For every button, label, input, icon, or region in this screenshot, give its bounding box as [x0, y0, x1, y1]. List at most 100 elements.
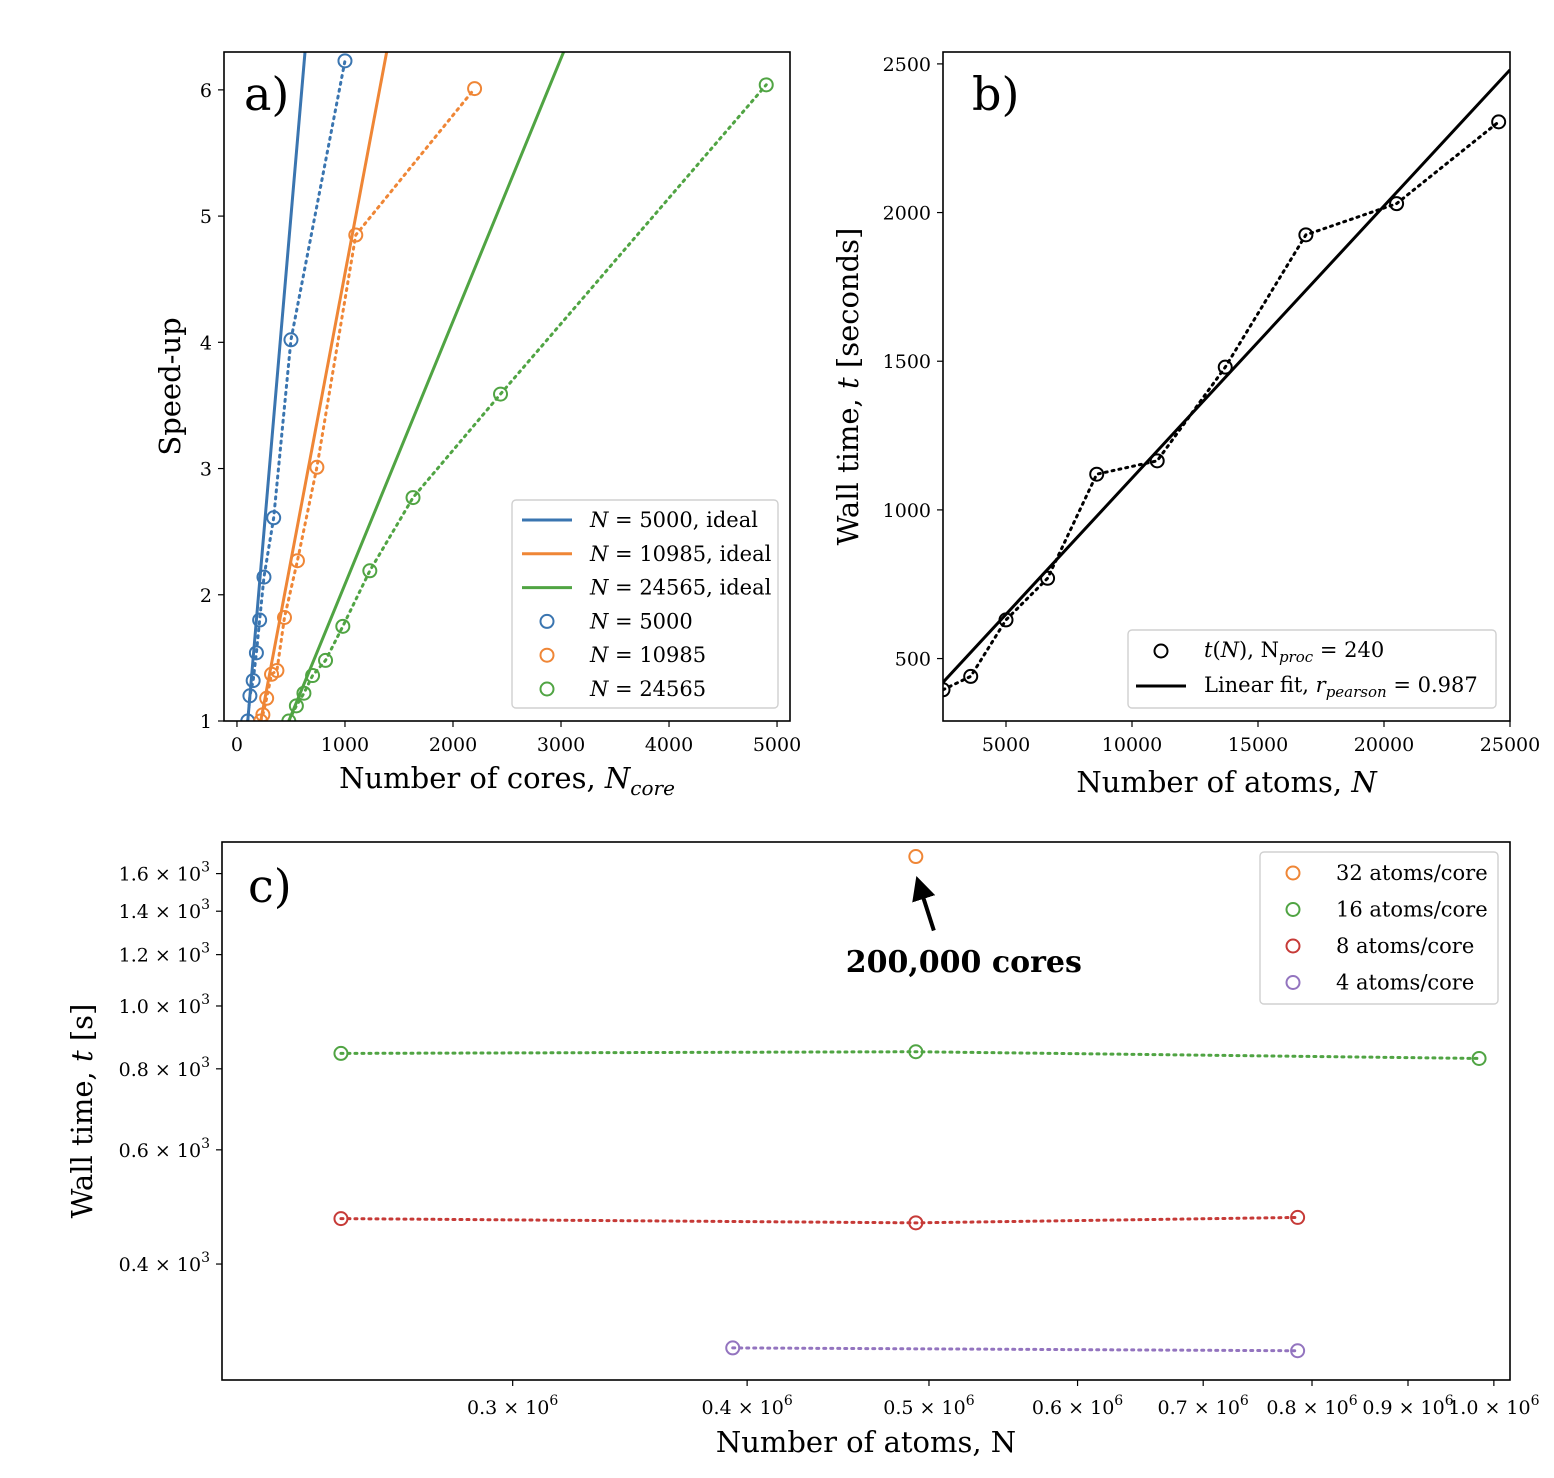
- text-span: 3: [201, 1055, 210, 1071]
- text-span: 0.5 × 10: [883, 1397, 965, 1419]
- y-tick-label: 3: [200, 459, 212, 481]
- data-point-blue: [256, 569, 272, 585]
- text-span: pearson: [1326, 683, 1387, 701]
- text-span: 0.3 × 10: [467, 1397, 549, 1419]
- panel-c-weak-scaling-chart: 0.3 × 106 0.4 × 106 0.5 × 106 0.6 × 106 0.7 …: [65, 841, 1540, 1459]
- legend-marker-purple: [1285, 975, 1301, 990]
- legend-frame: [1127, 629, 1497, 709]
- series-line-red: [339, 1215, 1300, 1225]
- legend-entry: 8 atoms/core: [1336, 934, 1474, 958]
- x-tick-label: 1000: [321, 734, 369, 756]
- text-span: core: [630, 776, 675, 800]
- data-point-purple: [725, 1340, 741, 1356]
- legend-entry: N = 5000: [589, 609, 693, 633]
- measured-line-blue: [246, 59, 347, 721]
- y-tick-label: 1000: [883, 500, 931, 522]
- text-span: N: [1220, 638, 1240, 662]
- panel-a-speedup-chart: 0 1000 2000 3000 4000 5000 1 2 3 4 5 6 Number of cor…: [153, 51, 801, 800]
- x-axis-label: Number of atoms, N: [716, 1425, 1016, 1459]
- text-span: t: [831, 377, 865, 389]
- data-point-red: [1290, 1209, 1306, 1225]
- text-span: [s]: [65, 1004, 99, 1051]
- data-point-green: [335, 618, 351, 634]
- y-tick-label: 1.4 × 103: [119, 897, 210, 923]
- text-span: = 10985: [608, 643, 706, 667]
- data-point-red: [908, 1215, 924, 1231]
- text-span: Number of cores,: [339, 761, 605, 795]
- x-tick-label: 15000: [1228, 734, 1288, 756]
- legend-entry: 4 atoms/core: [1336, 971, 1474, 995]
- x-tick-label: 0.7 × 106: [1158, 1393, 1249, 1419]
- y-tick-label: 0.8 × 103: [119, 1055, 210, 1081]
- data-point-green: [405, 490, 421, 506]
- data-point: [1040, 570, 1056, 586]
- legend-entry: N = 24565, ideal: [589, 576, 772, 600]
- text-span: 0.7 × 10: [1158, 1397, 1240, 1419]
- x-tick-label: 0.8 × 106: [1266, 1393, 1357, 1419]
- panel-label-b: b): [972, 67, 1019, 121]
- x-tick-label: 0.9 × 106: [1362, 1393, 1453, 1419]
- text-span: N: [604, 761, 632, 795]
- text-span: [seconds]: [831, 228, 865, 378]
- legend-marker: [1153, 643, 1169, 659]
- data-point-green: [758, 77, 774, 93]
- data-point: [943, 682, 951, 698]
- data-point-green: [333, 1045, 349, 1061]
- data-point-orange: [908, 849, 924, 865]
- plot-area: [240, 52, 774, 721]
- data-point-orange: [276, 609, 292, 625]
- data-point-blue: [242, 688, 258, 704]
- data-point-orange: [289, 553, 305, 569]
- y-tick-label: 1: [200, 711, 212, 733]
- text-span: 0.8 × 10: [119, 1059, 201, 1081]
- data-point-blue: [266, 510, 282, 526]
- data-point-blue: [248, 645, 264, 661]
- x-tick-label: 5000: [753, 734, 801, 756]
- text-span: N: [589, 609, 609, 633]
- x-tick-label: 0.5 × 106: [883, 1393, 974, 1419]
- text-span: N: [1350, 765, 1378, 799]
- text-span: 6: [1240, 1393, 1249, 1409]
- data-point: [1149, 453, 1165, 469]
- measured-line-orange: [259, 87, 477, 721]
- text-span: 0.6 × 10: [1032, 1397, 1114, 1419]
- text-span: N: [589, 542, 609, 566]
- data-point-orange: [467, 81, 483, 97]
- text-span: 3: [201, 860, 210, 876]
- legend-entry: 16 atoms/core: [1336, 898, 1488, 922]
- data-point-green: [281, 713, 297, 721]
- x-tick-label: 5000: [982, 734, 1030, 756]
- text-span: 0.6 × 10: [119, 1140, 201, 1162]
- text-span: 0.8 × 10: [1266, 1397, 1348, 1419]
- y-tick-label: 1.6 × 103: [119, 860, 210, 886]
- text-span: = 240: [1313, 638, 1384, 662]
- x-tick-label: 0: [231, 734, 243, 756]
- text-span: 6: [1114, 1393, 1123, 1409]
- legend-entry: N = 24565: [589, 677, 706, 701]
- panel-c-frame: [221, 841, 1511, 1381]
- data-point-orange: [259, 690, 275, 706]
- text-span: = 10985, ideal: [608, 542, 771, 566]
- text-span: 0.4 × 10: [701, 1397, 783, 1419]
- text-span: ), N: [1239, 638, 1279, 662]
- series-line-purple: [731, 1346, 1300, 1353]
- text-span: = 24565, ideal: [608, 576, 771, 600]
- legend-marker-orange: [539, 647, 555, 663]
- data-point-purple: [1290, 1343, 1306, 1359]
- text-span: N: [589, 576, 609, 600]
- text-span: N: [589, 643, 609, 667]
- x-tick-label: 4000: [645, 734, 693, 756]
- y-tick-label: 0.6 × 103: [119, 1136, 210, 1162]
- text-span: Number of atoms,: [1076, 765, 1351, 799]
- text-span: 3: [201, 1136, 210, 1152]
- text-span: = 24565: [608, 677, 706, 701]
- text-span: 6: [1349, 1393, 1358, 1409]
- data-point-blue: [283, 332, 299, 348]
- text-span: t: [1204, 638, 1213, 662]
- data-point-red: [333, 1211, 349, 1227]
- text-span: 6: [549, 1393, 558, 1409]
- data-point-orange: [348, 227, 364, 243]
- legend-marker-blue: [539, 613, 555, 629]
- data-point-green: [362, 563, 378, 579]
